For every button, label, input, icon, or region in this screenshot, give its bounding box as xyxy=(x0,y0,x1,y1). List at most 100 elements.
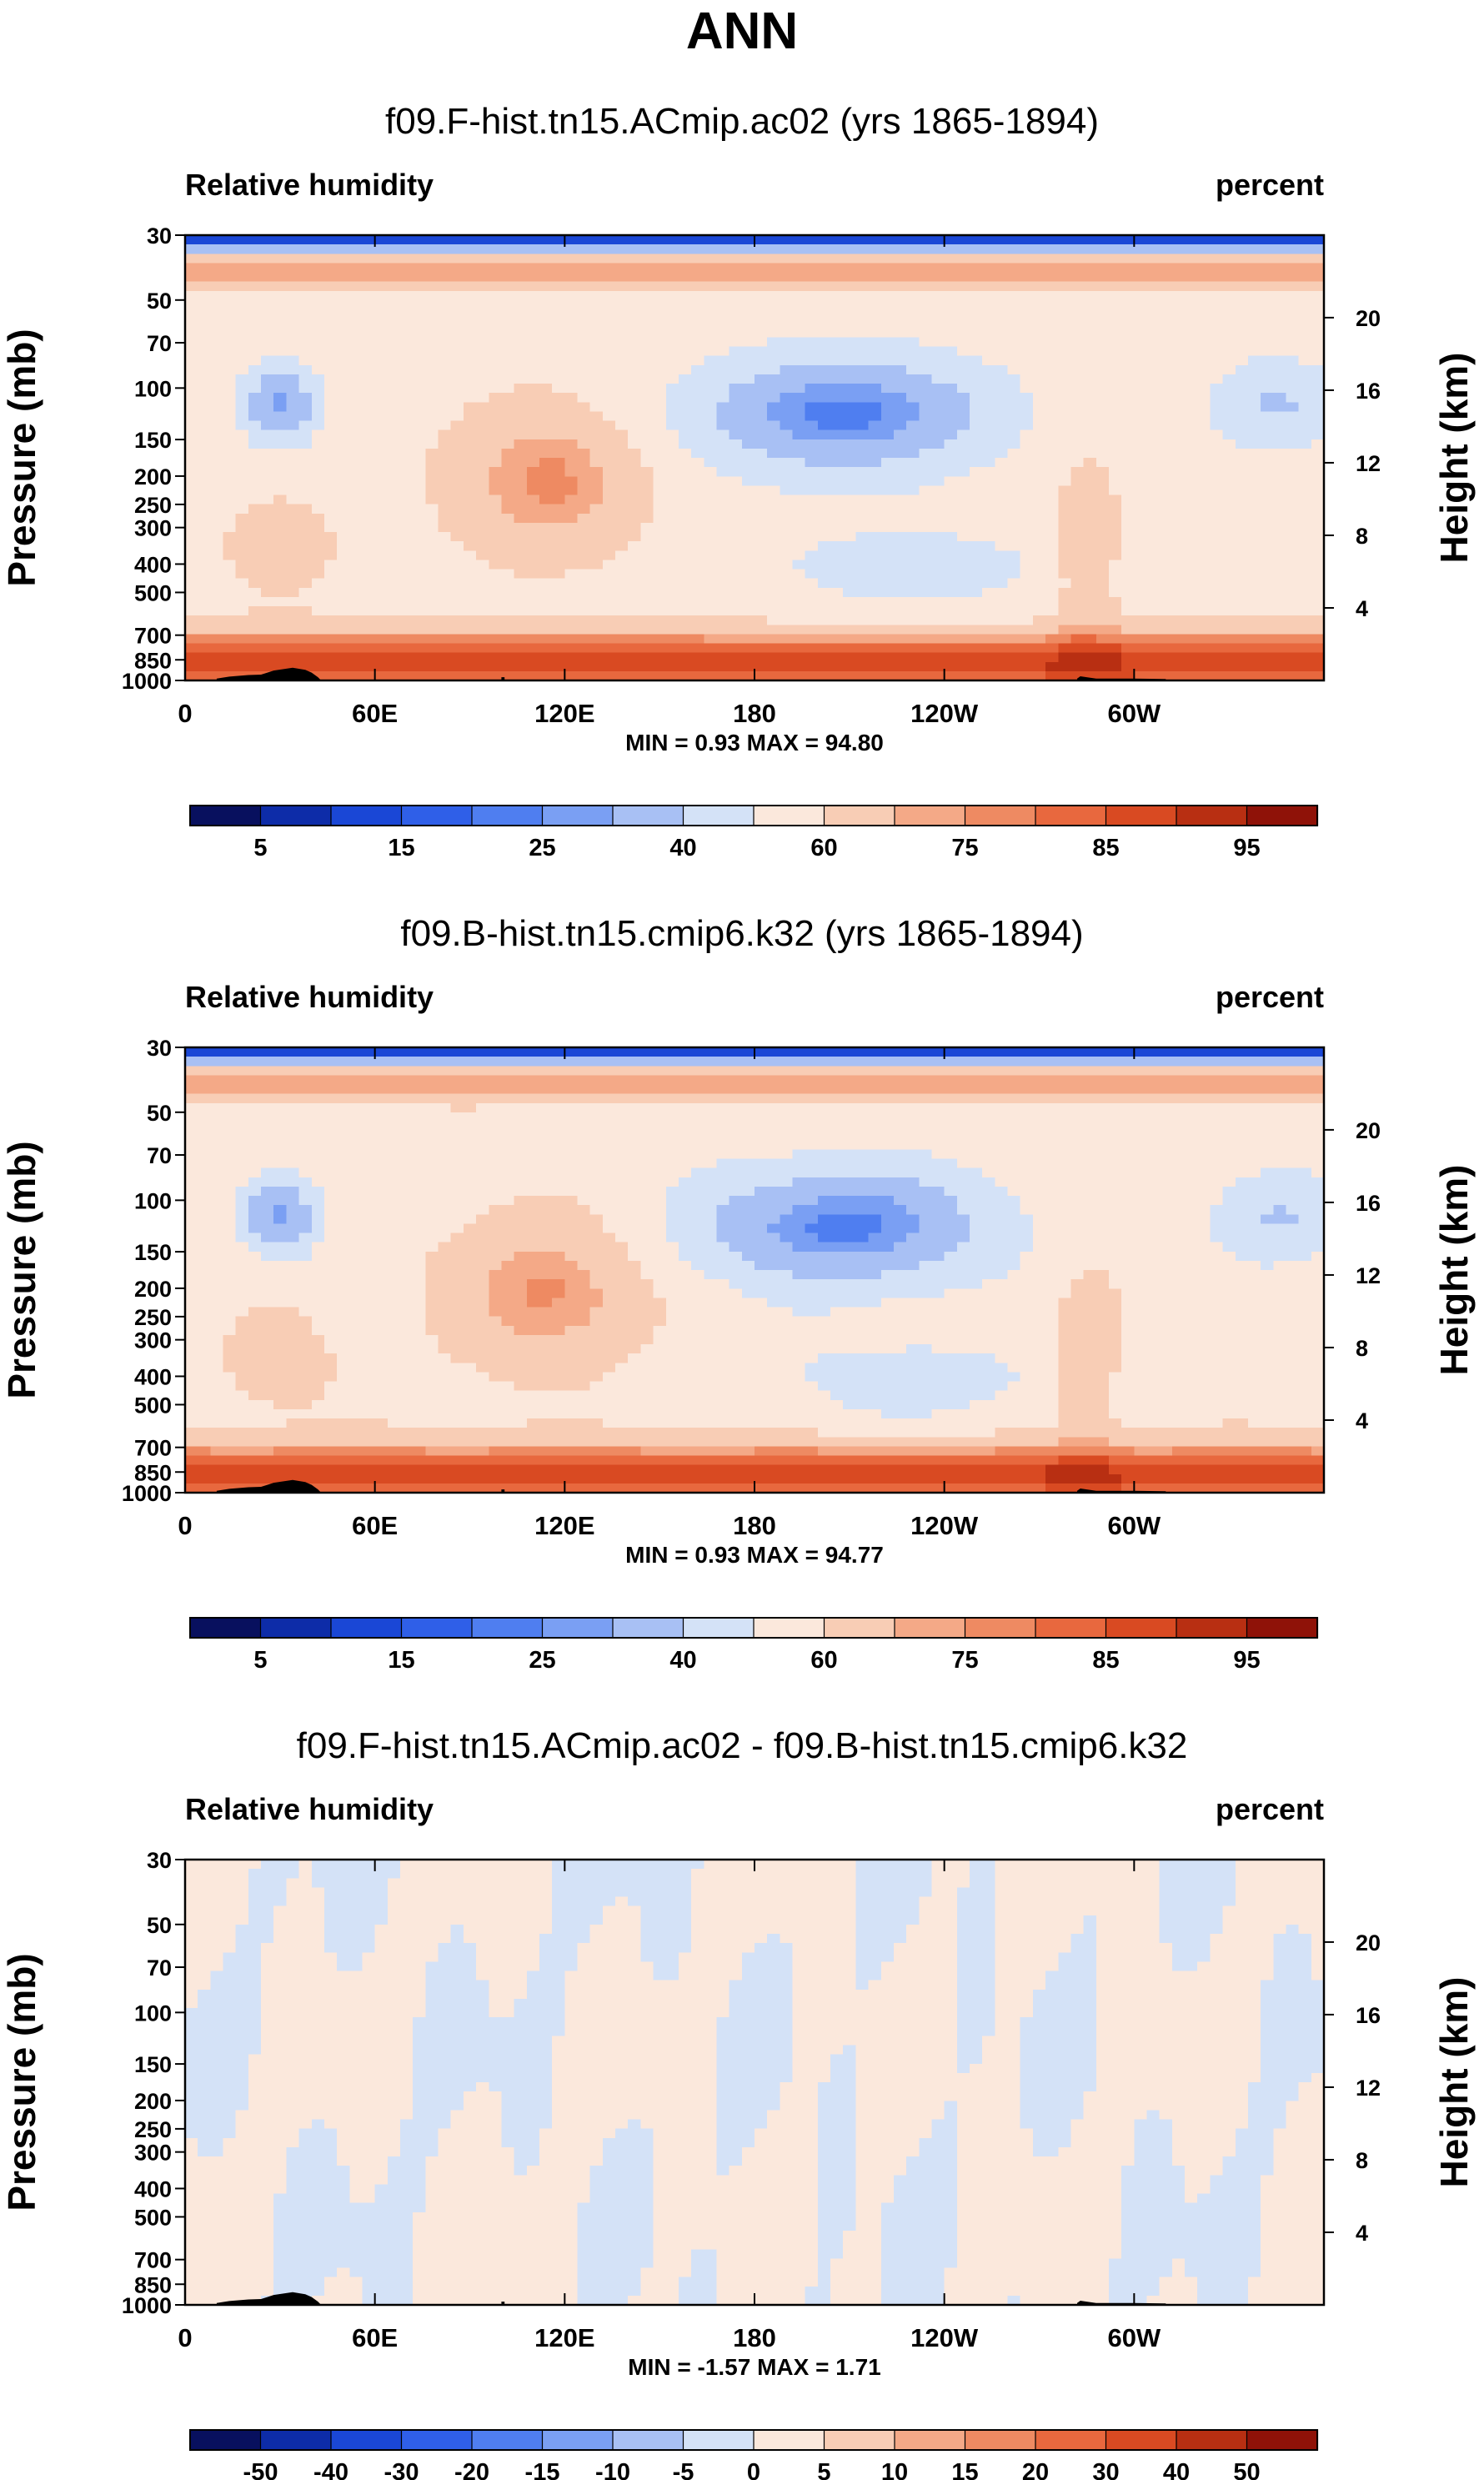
topography-1 xyxy=(216,667,322,680)
y-tick-label: 70 xyxy=(147,1143,172,1168)
y2-tick-label: 8 xyxy=(1356,524,1368,549)
y-tick-label: 100 xyxy=(134,2001,172,2026)
x-tick-label: 120E xyxy=(534,699,594,728)
y-axis-title: Pressure (mb) xyxy=(0,1141,43,1398)
y-tick-label: 400 xyxy=(134,552,172,577)
colorbar-box xyxy=(541,1617,614,1639)
colorbar-label: 40 xyxy=(1163,2459,1190,2480)
colorbar-label: -20 xyxy=(454,2459,489,2480)
x-tick-label: 180 xyxy=(733,699,776,728)
colorbar-box xyxy=(259,805,333,826)
colorbar-box xyxy=(1105,2429,1178,2451)
colorbar-box xyxy=(1246,1617,1319,1639)
colorbar-box xyxy=(964,805,1037,826)
colorbar-label: 20 xyxy=(1022,2459,1049,2480)
y2-tick-label: 16 xyxy=(1356,379,1381,404)
colorbar-box xyxy=(964,2429,1037,2451)
y-tick-label: 400 xyxy=(134,1364,172,1389)
colorbar-label: 95 xyxy=(1233,835,1260,861)
variable-label: Relative humidity xyxy=(185,168,434,202)
y-tick-label: 300 xyxy=(134,516,172,541)
colorbar-label: 10 xyxy=(881,2459,908,2480)
y-tick-label: 150 xyxy=(134,428,172,453)
topography-1 xyxy=(216,1479,322,1493)
y2-tick-label: 4 xyxy=(1356,596,1368,621)
y-tick-label: 500 xyxy=(134,2205,172,2230)
variable-label: Relative humidity xyxy=(185,1792,434,1826)
y-axis-title: Pressure (mb) xyxy=(0,1953,43,2211)
y-tick-label: 500 xyxy=(134,1393,172,1418)
y-tick-label: 850 xyxy=(134,2272,172,2297)
colorbar-box xyxy=(612,1617,684,1639)
colorbar-box xyxy=(330,2429,403,2451)
colorbar-box xyxy=(541,805,614,826)
panel-field-3 xyxy=(185,1860,1324,2305)
colorbar-label: 60 xyxy=(810,1647,837,1674)
colorbar-box xyxy=(823,2429,896,2451)
colorbar-box xyxy=(330,805,403,826)
y-tick-label: 700 xyxy=(134,1436,172,1461)
y-tick-label: 1000 xyxy=(122,669,172,694)
colorbar-box xyxy=(471,805,544,826)
x-tick-label: 0 xyxy=(178,1511,192,1540)
y-tick-label: 700 xyxy=(134,624,172,649)
panel-field-2 xyxy=(185,1047,1324,1493)
colorbar-box xyxy=(753,1617,825,1639)
x-tick-label: 60E xyxy=(352,2323,398,2352)
x-tick-label: 180 xyxy=(733,1511,776,1540)
topography-1 xyxy=(216,2292,322,2305)
colorbar-box xyxy=(823,805,896,826)
y-tick-label: 150 xyxy=(134,1240,172,1265)
colorbar-box xyxy=(1176,1617,1248,1639)
colorbar-label: -50 xyxy=(243,2459,278,2480)
colorbar-box xyxy=(259,2429,333,2451)
colorbar-box xyxy=(1246,2429,1319,2451)
colorbar-box xyxy=(189,2429,262,2451)
colorbar-frame xyxy=(189,1617,1318,1639)
units-label: percent xyxy=(1216,1792,1324,1826)
colorbar-label: 5 xyxy=(253,835,267,861)
y-tick-label: 850 xyxy=(134,1460,172,1485)
x-tick-label: 60W xyxy=(1107,1511,1161,1540)
x-tick-label: 0 xyxy=(178,699,192,728)
y-tick-label: 70 xyxy=(147,1955,172,1980)
colorbar-box xyxy=(682,1617,755,1639)
y2-axis-title: Height (km) xyxy=(1432,1165,1476,1376)
colorbar-label: -30 xyxy=(384,2459,419,2480)
y-tick-label: 700 xyxy=(134,2248,172,2273)
units-label: percent xyxy=(1216,980,1324,1014)
x-tick-label: 120W xyxy=(910,699,979,728)
y2-tick-label: 12 xyxy=(1356,451,1381,476)
y-tick-label: 300 xyxy=(134,1328,172,1353)
y-tick-label: 200 xyxy=(134,464,172,489)
y-tick-label: 50 xyxy=(147,289,172,314)
colorbar-box xyxy=(1035,2429,1107,2451)
y-tick-label: 150 xyxy=(134,2052,172,2077)
colorbar-box xyxy=(259,1617,333,1639)
colorbar-label: 0 xyxy=(747,2459,760,2480)
y2-axis-title: Height (km) xyxy=(1432,1977,1476,2188)
colorbar-box xyxy=(471,2429,544,2451)
y2-tick-label: 20 xyxy=(1356,306,1381,331)
panel1-title: f09.F-hist.tn15.ACmip.ac02 (yrs 1865-189… xyxy=(385,101,1099,142)
colorbar-label: 95 xyxy=(1233,1647,1260,1674)
y2-tick-label: 20 xyxy=(1356,1118,1381,1143)
min-max-stats: MIN = 0.93 MAX = 94.80 xyxy=(625,730,884,756)
colorbar-box xyxy=(894,1617,966,1639)
colorbar-label: -40 xyxy=(313,2459,348,2480)
colorbar-box xyxy=(753,2429,825,2451)
colorbar-box xyxy=(753,805,825,826)
y2-tick-label: 16 xyxy=(1356,1191,1381,1216)
colorbar-box xyxy=(400,2429,474,2451)
y-tick-label: 1000 xyxy=(122,2293,172,2318)
y-axis-title: Pressure (mb) xyxy=(0,329,43,586)
colorbar-box xyxy=(330,1617,403,1639)
y-tick-label: 850 xyxy=(134,648,172,673)
panel-field-1 xyxy=(185,235,1324,680)
x-tick-label: 120W xyxy=(910,1511,979,1540)
y2-tick-label: 12 xyxy=(1356,2076,1381,2101)
colorbar-box xyxy=(894,805,966,826)
y-tick-label: 250 xyxy=(134,493,172,518)
colorbar-box xyxy=(1176,805,1248,826)
y-tick-label: 250 xyxy=(134,2117,172,2142)
